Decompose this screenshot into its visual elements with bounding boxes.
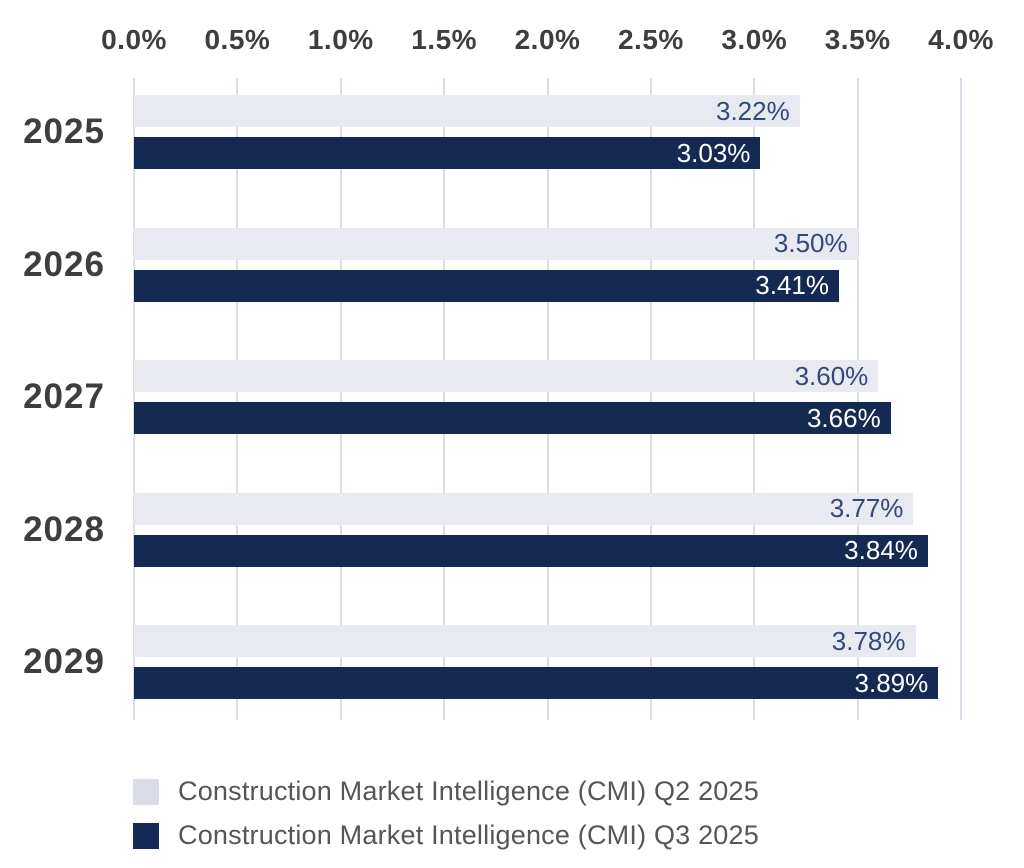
- bar-value-label: 3.03%: [676, 137, 751, 168]
- x-axis-tick-label: 1.0%: [307, 24, 374, 55]
- gridline: [546, 78, 549, 720]
- bar-value-label: 3.60%: [794, 360, 869, 391]
- bar-value-label: 3.41%: [755, 270, 830, 300]
- x-axis-tick-label: 0.0%: [101, 24, 167, 55]
- bar-value-label: 3.22%: [716, 95, 790, 126]
- category-label-2029: 2029: [23, 642, 105, 681]
- x-axis-tick-label: 3.5%: [824, 24, 891, 55]
- legend-label: Construction Market Intelligence (CMI) Q…: [178, 820, 759, 850]
- bar-2025-q2: 3.22%: [134, 95, 800, 127]
- gridline: [133, 78, 135, 720]
- x-axis-tick-label: 4.0%: [928, 24, 994, 55]
- category-label-2027: 2027: [23, 377, 105, 416]
- gridline: [649, 78, 652, 720]
- gridline: [443, 78, 446, 720]
- bar-value-label: 3.84%: [844, 535, 918, 565]
- legend-item-q3-2025: Construction Market Intelligence (CMI) Q…: [133, 820, 759, 851]
- legend: Construction Market Intelligence (CMI) Q…: [133, 776, 759, 851]
- legend-label: Construction Market Intelligence (CMI) Q…: [178, 776, 759, 806]
- plot-area: 3.22% 3.03% 3.50% 3.41% 3.60% 3.66% 3.77% 3.84%…: [133, 78, 962, 720]
- gridline: [339, 78, 342, 720]
- gridline: [856, 78, 859, 720]
- bar-2028-q3: 3.84%: [134, 534, 928, 567]
- bar-2028-q2: 3.77%: [134, 492, 914, 525]
- bar-2027-q3: 3.66%: [134, 402, 891, 434]
- bar-2026-q2: 3.50%: [134, 227, 858, 260]
- bar-value-label: 3.77%: [829, 493, 904, 523]
- x-axis-tick-label: 2.5%: [617, 24, 684, 55]
- bar-2026-q3: 3.41%: [134, 269, 840, 302]
- gridline: [753, 78, 756, 720]
- category-label-2026: 2026: [23, 244, 105, 284]
- bar-value-label: 3.78%: [831, 625, 906, 656]
- bar-2029-q2: 3.78%: [134, 625, 916, 657]
- bar-value-label: 3.66%: [806, 402, 881, 433]
- category-label-2028: 2028: [23, 509, 105, 549]
- x-axis: 0.0% 0.5% 1.0% 1.5% 2.0% 2.5% 3.0% 3.5% 4.0%: [101, 24, 993, 60]
- bar-value-label: 3.89%: [854, 667, 929, 698]
- bar-2027-q2: 3.60%: [134, 360, 879, 392]
- gridline: [960, 78, 962, 720]
- x-axis-tick-label: 3.0%: [721, 24, 788, 55]
- x-axis-tick-label: 0.5%: [204, 24, 271, 55]
- bar-2025-q3: 3.03%: [134, 137, 761, 169]
- category-label-2025: 2025: [23, 112, 105, 151]
- legend-swatch-icon: [133, 822, 159, 849]
- bar-2029-q3: 3.89%: [134, 667, 939, 699]
- legend-swatch-icon: [133, 778, 159, 805]
- gridline: [236, 78, 239, 720]
- x-axis-tick-label: 1.5%: [411, 24, 478, 55]
- legend-item-q2-2025: Construction Market Intelligence (CMI) Q…: [133, 776, 759, 807]
- x-axis-tick-label: 2.0%: [514, 24, 581, 55]
- bar-value-label: 3.50%: [773, 228, 848, 258]
